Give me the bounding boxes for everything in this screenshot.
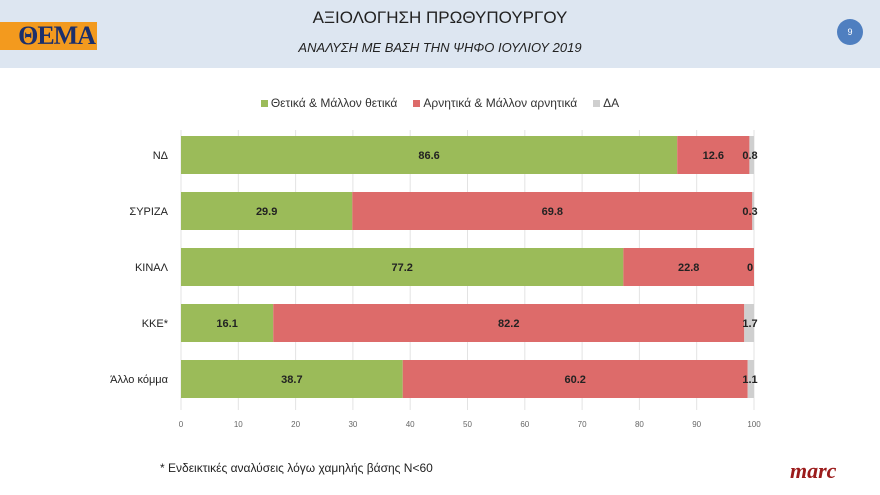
data-label: 1.1 [742,374,757,386]
header: ΘΕΜΑ ΑΞΙΟΛΟΓΗΣΗ ΠΡΩΘΥΠΟΥΡΓΟΥ ΑΝΑΛΥΣΗ ΜΕ … [0,0,880,68]
x-tick-label: 0 [179,420,184,429]
bar-segment [273,304,745,342]
data-label: 77.2 [391,262,412,274]
category-label: ΚΚΕ* [142,318,169,330]
x-tick-label: 20 [291,420,300,429]
data-label: 16.1 [216,318,237,330]
category-label: ΝΔ [153,150,169,162]
x-tick-label: 90 [692,420,701,429]
bar-segment [623,248,754,286]
logo: ΘΕΜΑ [0,22,97,50]
data-label: 82.2 [498,318,519,330]
bar-segment [749,136,754,174]
data-label: 29.9 [256,206,277,218]
x-tick-label: 10 [234,420,243,429]
data-label: 0 [747,262,753,274]
data-label: 1.7 [742,318,757,330]
data-label: 0.3 [742,206,757,218]
legend-item-negative: Αρνητικά & Μάλλον αρνητικά [413,96,577,110]
x-tick-label: 80 [635,420,644,429]
bar-segment [181,248,624,286]
page-title: ΑΞΙΟΛΟΓΗΣΗ ΠΡΩΘΥΠΟΥΡΓΟΥ [312,8,568,27]
legend-item-positive: Θετικά & Μάλλον θετικά [260,96,397,110]
bar-segment [181,192,353,230]
bar-segment [181,136,678,174]
legend-swatch [593,99,601,107]
page-subtitle: ΑΝΑΛΥΣΗ ΜΕ ΒΑΣΗ ΤΗΝ ΨΗΦΟ ΙΟΥΛΙΟΥ 2019 [298,40,582,55]
x-tick-label: 50 [463,420,472,429]
x-tick-label: 30 [348,420,357,429]
data-label: 69.8 [542,206,563,218]
bar-segment [402,360,748,398]
data-label: 12.6 [703,150,724,162]
category-label: ΚΙΝΑΛ [135,262,169,274]
legend-swatch [413,99,421,107]
data-label: 38.7 [281,374,302,386]
bar-segment [747,360,754,398]
page-number-badge: 9 [837,19,863,45]
x-tick-label: 40 [406,420,415,429]
bar-segment [752,192,754,230]
bar-segment [181,304,274,342]
category-label: ΣΥΡΙΖΑ [129,206,168,218]
legend-swatch [260,99,268,107]
bar-segment [677,136,750,174]
x-tick-label: 100 [747,420,761,429]
data-label: 60.2 [565,374,586,386]
x-tick-label: 60 [520,420,529,429]
footnote: * Ενδεικτικές αναλύσεις λόγω χαμηλής βάσ… [160,461,433,475]
bar-segment [744,304,754,342]
bar-segment [181,360,403,398]
marc-logo: marc [790,458,837,483]
bar-segment [352,192,753,230]
legend-item-dk: ΔΑ [593,96,619,110]
data-label: 0.8 [742,150,757,162]
x-tick-label: 70 [578,420,587,429]
category-label: Άλλο κόμμα [110,374,169,386]
data-label: 22.8 [678,262,699,274]
chart-legend: Θετικά & Μάλλον θετικά Αρνητικά & Μάλλον… [0,96,880,110]
data-label: 86.6 [418,150,439,162]
